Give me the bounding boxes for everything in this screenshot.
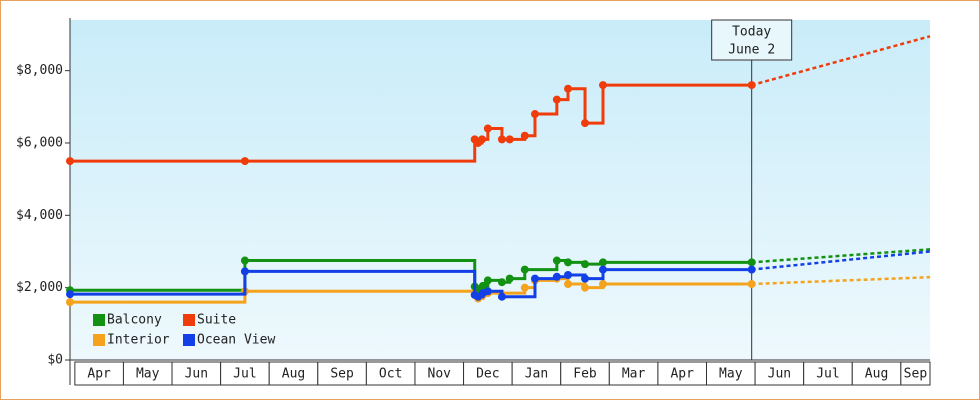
point (552, 256, 561, 265)
y-tick-label: $2,000 (16, 280, 63, 295)
point (581, 260, 590, 269)
x-tick-label: Jul (816, 367, 839, 382)
point (497, 135, 506, 144)
y-tick-label: $8,000 (16, 63, 63, 78)
point (747, 81, 756, 90)
point (552, 95, 561, 104)
x-tick-label: Apr (670, 367, 694, 382)
today-box (711, 19, 793, 61)
point (505, 135, 514, 144)
point (581, 274, 590, 283)
point (520, 131, 529, 140)
forecast-line (751, 275, 931, 286)
legend-label: Suite (197, 313, 236, 328)
point (747, 280, 756, 289)
point (66, 157, 74, 166)
forecast-line (751, 248, 931, 264)
point (66, 290, 74, 299)
legend-label: Interior (107, 333, 170, 348)
point (599, 265, 608, 274)
y-tick-label: $6,000 (16, 135, 63, 150)
point (520, 283, 529, 292)
point (497, 292, 506, 301)
x-tick-label: May (719, 367, 743, 382)
point (505, 274, 514, 283)
point (599, 81, 608, 90)
point (581, 283, 590, 292)
point (564, 280, 573, 289)
legend-swatch (183, 314, 195, 326)
x-tick-box (900, 361, 931, 386)
today-label: June 2 (728, 43, 775, 58)
x-tick-label: Apr (87, 367, 111, 382)
point (497, 278, 506, 287)
x-tick-label: Nov (428, 367, 452, 382)
x-tick-label: Mar (622, 367, 646, 382)
y-tick-label: $4,000 (16, 208, 63, 223)
point (747, 265, 756, 274)
point (552, 272, 561, 281)
x-tick-label: Oct (379, 367, 402, 382)
legend-label: Balcony (107, 313, 162, 328)
x-tick-label: Jun (768, 367, 791, 382)
x-tick-label: Dec (476, 367, 499, 382)
x-tick-label: Feb (573, 367, 597, 382)
point (564, 84, 573, 93)
point (240, 157, 249, 166)
point (483, 287, 492, 296)
y-tick-label: $0 (47, 353, 63, 368)
x-tick-label: Sep (904, 367, 928, 382)
point (581, 119, 590, 128)
x-tick-label: May (136, 367, 160, 382)
x-tick-label: Jun (185, 367, 208, 382)
point (599, 280, 608, 289)
point (240, 256, 249, 265)
x-tick-label: Sep (330, 367, 354, 382)
x-tick-label: Aug (865, 367, 888, 382)
point (478, 281, 487, 290)
point (530, 274, 539, 283)
legend-swatch (93, 334, 105, 346)
point (478, 135, 487, 144)
point (747, 258, 756, 267)
x-tick-label: Aug (282, 367, 305, 382)
forecast-line (751, 35, 931, 87)
point (483, 276, 492, 285)
x-tick-label: Jul (233, 367, 256, 382)
legend-swatch (93, 314, 105, 326)
legend-swatch (183, 334, 195, 346)
point (564, 271, 573, 279)
point (599, 258, 608, 267)
point (483, 124, 492, 133)
point (240, 267, 249, 276)
legend-label: Ocean View (197, 333, 275, 348)
today-label: Today (732, 25, 771, 40)
point (530, 110, 539, 119)
x-tick-label: Jan (525, 367, 548, 382)
forecast-line (751, 250, 931, 271)
point (520, 265, 529, 274)
point (66, 298, 74, 307)
point (564, 258, 573, 267)
